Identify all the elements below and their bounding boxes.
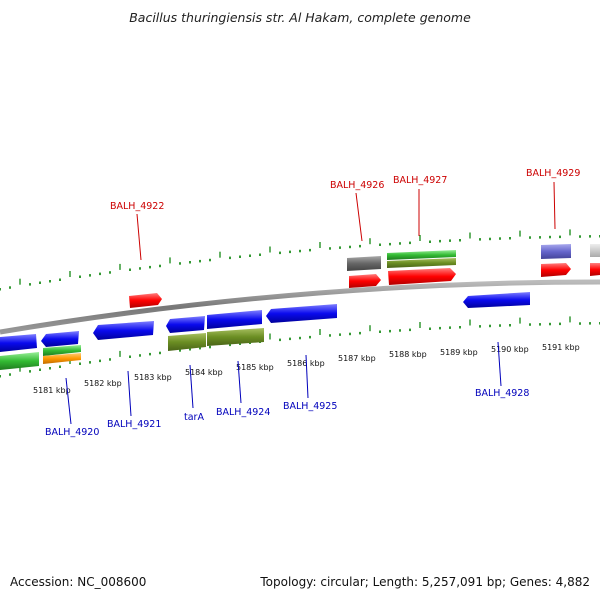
gene-feature[interactable]: [93, 321, 154, 340]
gene-feature[interactable]: [166, 316, 205, 333]
gene-feature[interactable]: [266, 304, 337, 323]
gene-label[interactable]: BALH_4926: [330, 180, 384, 191]
gene-feature[interactable]: [129, 293, 162, 308]
gene-feature[interactable]: [349, 274, 381, 288]
gene-label[interactable]: BALH_4925: [283, 401, 337, 412]
scale-label: 5181 kbp: [33, 386, 71, 395]
gene-feature[interactable]: [541, 263, 571, 277]
leader-line: [65, 377, 72, 425]
scale-label: 5187 kbp: [338, 354, 376, 363]
scale-label: 5185 kbp: [236, 363, 274, 372]
topology-text: Topology: circular; Length: 5,257,091 bp…: [260, 575, 590, 589]
scale-label: 5184 kbp: [185, 368, 223, 377]
scale-label: 5190 kbp: [491, 345, 529, 354]
accession-text: Accession: NC_008600: [10, 575, 147, 589]
gene-feature[interactable]: [207, 328, 264, 346]
gene-label[interactable]: tarA: [184, 412, 204, 423]
scale-label: 5183 kbp: [134, 373, 172, 382]
gene-label-leaders: [65, 181, 556, 425]
gene-feature[interactable]: [590, 244, 600, 257]
gene-feature[interactable]: [41, 331, 79, 347]
scale-label: 5182 kbp: [84, 379, 122, 388]
scale-label: 5189 kbp: [440, 348, 478, 357]
scale-label: 5188 kbp: [389, 350, 427, 359]
gene-labels-bottom: BALH_4920 BALH_4921 tarA BALH_4924 BALH_…: [45, 388, 529, 438]
genome-title: Bacillus thuringiensis str. Al Hakam, co…: [129, 10, 471, 25]
gene-label[interactable]: BALH_4928: [475, 388, 529, 399]
leader-line: [553, 181, 556, 230]
gene-label[interactable]: BALH_4927: [393, 175, 447, 186]
gene-feature[interactable]: [43, 353, 81, 364]
gene-label[interactable]: BALH_4920: [45, 427, 99, 438]
gene-label[interactable]: BALH_4921: [107, 419, 161, 430]
gene-feature[interactable]: [463, 292, 530, 308]
gene-label[interactable]: BALH_4922: [110, 201, 164, 212]
gene-feature[interactable]: [387, 258, 456, 268]
leader-line: [136, 213, 142, 261]
scale-label: 5186 kbp: [287, 359, 325, 368]
gene-label[interactable]: BALH_4929: [526, 168, 580, 179]
outer-tick-track: [0, 229, 600, 291]
gene-feature[interactable]: [347, 256, 381, 271]
gene-feature[interactable]: [43, 345, 81, 356]
gene-labels-top: BALH_4922 BALH_4926 BALH_4927 BALH_4929: [110, 168, 580, 212]
scale-labels: 5181 kbp 5182 kbp 5183 kbp 5184 kbp 5185…: [33, 343, 580, 395]
leader-line: [497, 341, 502, 387]
gene-features: [0, 244, 600, 370]
gene-feature[interactable]: [0, 352, 39, 370]
gene-feature[interactable]: [168, 333, 206, 351]
gene-feature[interactable]: [387, 250, 456, 260]
leader-line: [237, 360, 242, 404]
gene-feature[interactable]: [388, 268, 456, 285]
leader-line: [189, 364, 194, 409]
leader-line: [355, 192, 363, 242]
gene-feature[interactable]: [207, 310, 262, 329]
gene-feature[interactable]: [0, 334, 37, 352]
gene-feature[interactable]: [590, 263, 600, 276]
leader-line: [127, 370, 132, 417]
gene-feature[interactable]: [541, 244, 571, 259]
genome-backbone: [0, 279, 600, 335]
gene-label[interactable]: BALH_4924: [216, 407, 270, 418]
scale-label: 5191 kbp: [542, 343, 580, 352]
leader-line: [305, 354, 309, 399]
